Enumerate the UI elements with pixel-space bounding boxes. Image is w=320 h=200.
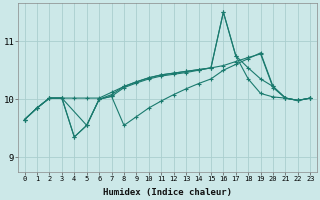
X-axis label: Humidex (Indice chaleur): Humidex (Indice chaleur) [103, 188, 232, 197]
